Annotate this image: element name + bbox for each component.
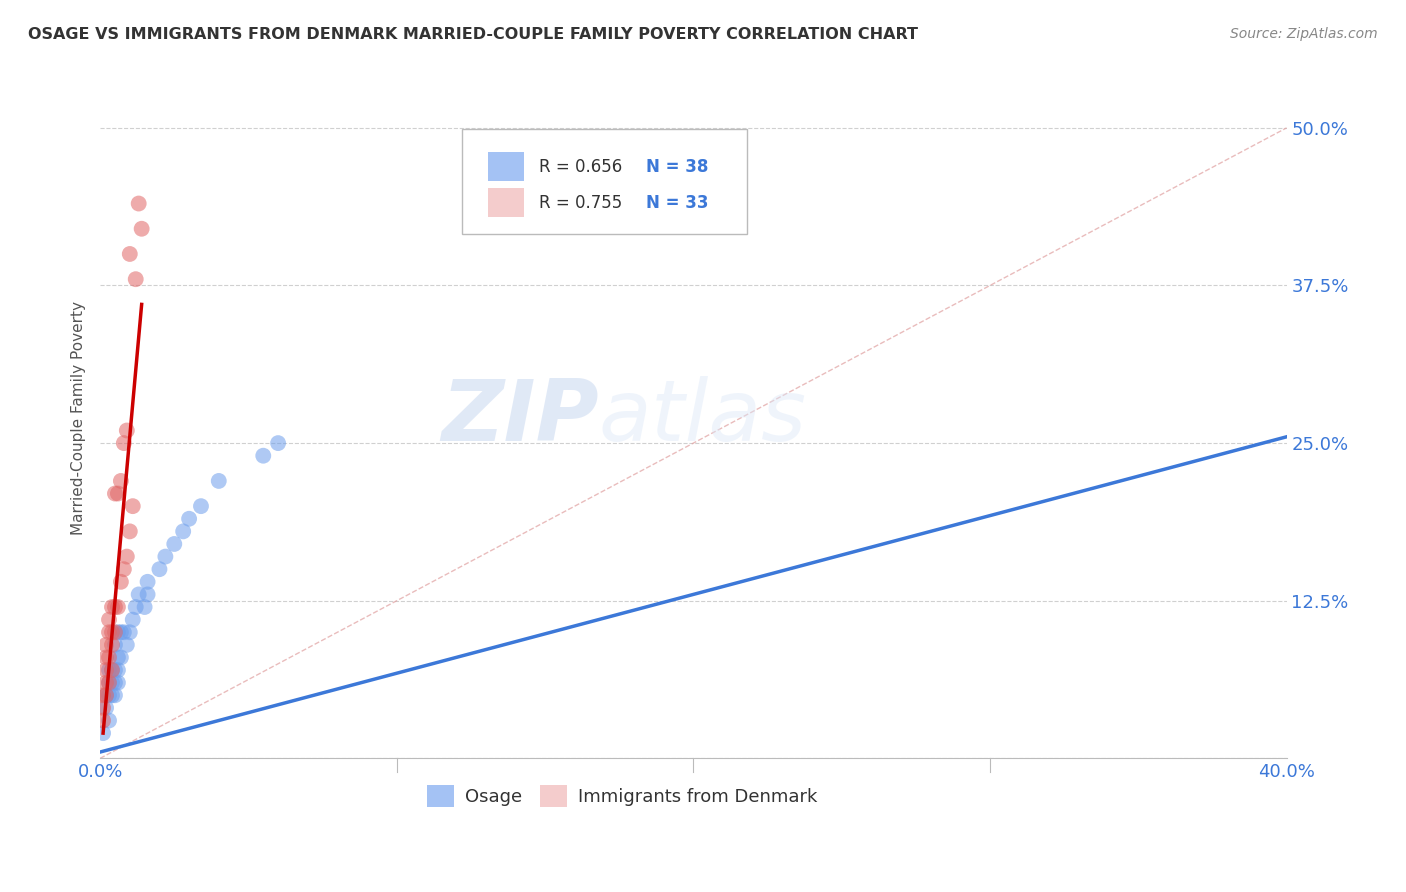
Point	[110, 650, 132, 665]
Point	[107, 663, 129, 677]
Point	[121, 613, 143, 627]
Point	[179, 512, 201, 526]
Point	[101, 663, 124, 677]
Point	[115, 549, 138, 564]
Point	[91, 714, 114, 728]
Point	[98, 714, 121, 728]
Text: N = 33: N = 33	[645, 194, 709, 211]
Point	[131, 221, 153, 235]
Point	[91, 688, 114, 702]
Text: R = 0.755: R = 0.755	[538, 194, 623, 211]
Point	[94, 688, 117, 702]
Point	[98, 625, 121, 640]
Point	[98, 650, 121, 665]
Point	[115, 424, 138, 438]
Text: R = 0.656: R = 0.656	[538, 158, 623, 176]
Point	[112, 562, 135, 576]
Point	[118, 625, 141, 640]
Point	[94, 663, 117, 677]
Point	[155, 549, 177, 564]
Bar	[488, 153, 523, 181]
Point	[94, 638, 117, 652]
Point	[101, 688, 124, 702]
Bar	[488, 188, 523, 217]
Point	[128, 587, 150, 601]
Point	[104, 625, 127, 640]
Point	[104, 486, 127, 500]
Point	[267, 436, 290, 450]
Point	[110, 474, 132, 488]
Point	[172, 524, 194, 539]
Point	[98, 663, 121, 677]
Point	[148, 562, 170, 576]
Legend: Osage, Immigrants from Denmark: Osage, Immigrants from Denmark	[420, 778, 824, 814]
Point	[125, 272, 148, 286]
Point	[136, 574, 159, 589]
Point	[107, 600, 129, 615]
Point	[252, 449, 274, 463]
Point	[101, 638, 124, 652]
Point	[98, 613, 121, 627]
Point	[115, 638, 138, 652]
Point	[104, 688, 127, 702]
Point	[128, 196, 150, 211]
Point	[91, 726, 114, 740]
Y-axis label: Married-Couple Family Poverty: Married-Couple Family Poverty	[72, 301, 86, 535]
Point	[118, 247, 141, 261]
Point	[163, 537, 186, 551]
Point	[104, 663, 127, 677]
Point	[107, 625, 129, 640]
Point	[98, 675, 121, 690]
Text: ZIP: ZIP	[441, 376, 599, 459]
Point	[121, 499, 143, 513]
Point	[107, 675, 129, 690]
Text: atlas: atlas	[599, 376, 807, 459]
Text: Source: ZipAtlas.com: Source: ZipAtlas.com	[1230, 27, 1378, 41]
Point	[98, 675, 121, 690]
Point	[190, 499, 212, 513]
Point	[101, 675, 124, 690]
FancyBboxPatch shape	[463, 128, 747, 234]
Point	[104, 638, 127, 652]
Point	[125, 600, 148, 615]
Point	[110, 625, 132, 640]
Point	[110, 574, 132, 589]
Point	[112, 436, 135, 450]
Point	[134, 600, 156, 615]
Point	[94, 675, 117, 690]
Point	[98, 688, 121, 702]
Point	[107, 650, 129, 665]
Point	[118, 524, 141, 539]
Point	[94, 688, 117, 702]
Point	[94, 650, 117, 665]
Point	[208, 474, 231, 488]
Text: N = 38: N = 38	[645, 158, 709, 176]
Point	[101, 663, 124, 677]
Point	[104, 600, 127, 615]
Point	[101, 600, 124, 615]
Point	[91, 701, 114, 715]
Text: OSAGE VS IMMIGRANTS FROM DENMARK MARRIED-COUPLE FAMILY POVERTY CORRELATION CHART: OSAGE VS IMMIGRANTS FROM DENMARK MARRIED…	[28, 27, 918, 42]
Point	[101, 625, 124, 640]
Point	[104, 675, 127, 690]
Point	[112, 625, 135, 640]
Point	[94, 701, 117, 715]
Point	[136, 587, 159, 601]
Point	[107, 486, 129, 500]
